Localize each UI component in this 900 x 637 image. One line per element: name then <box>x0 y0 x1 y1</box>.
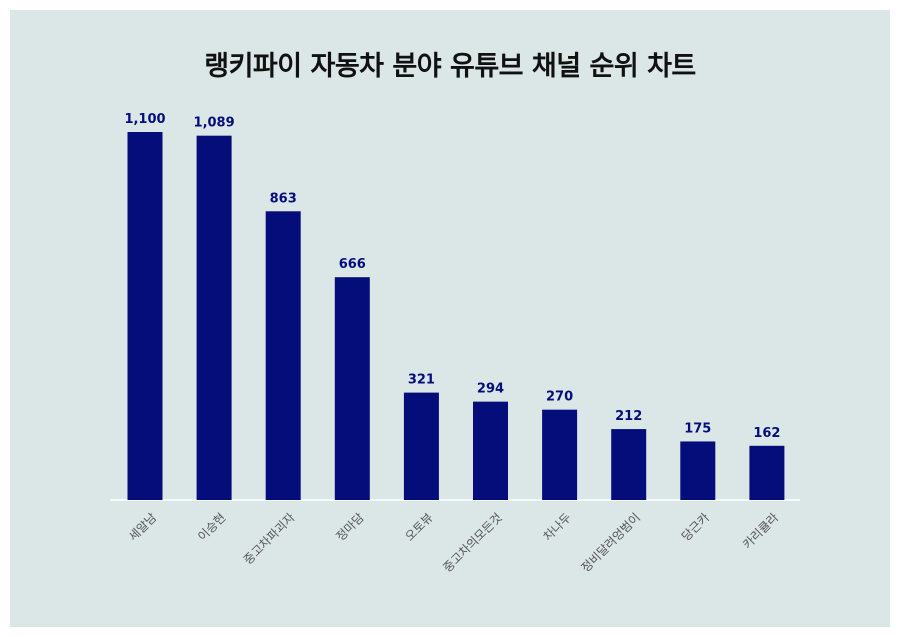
value-label-6: 294 <box>477 382 504 397</box>
value-label-10: 162 <box>753 426 780 441</box>
value-label-9: 175 <box>684 421 711 436</box>
bar-9 <box>680 441 716 500</box>
value-label-8: 212 <box>615 409 642 424</box>
bar-5 <box>403 392 439 500</box>
bar-4 <box>334 277 370 500</box>
value-label-1: 1,100 <box>124 112 165 127</box>
x-tick-label-3: 중고차파괴자 <box>241 510 298 567</box>
x-tick-label-7: 차나두 <box>541 510 574 543</box>
bar-7 <box>542 409 578 500</box>
x-tick-label-4: 정마담 <box>333 510 366 543</box>
value-label-7: 270 <box>546 390 573 405</box>
value-label-4: 666 <box>339 257 366 272</box>
value-label-3: 863 <box>270 191 297 206</box>
value-label-5: 321 <box>408 373 435 388</box>
bar-10 <box>749 445 785 500</box>
x-tick-label-9: 당근카 <box>679 510 712 543</box>
x-tick-label-10: 카리큘라 <box>740 510 781 551</box>
chart-title: 랭키파이 자동차 분야 유튜브 채널 순위 차트 <box>204 51 696 82</box>
x-tick-label-5: 오토뷰 <box>402 510 435 543</box>
bar-2 <box>196 135 232 500</box>
bar-1 <box>127 132 163 500</box>
x-tick-label-6: 중고차의모든것 <box>440 510 505 575</box>
bar-6 <box>473 401 508 500</box>
value-label-2: 1,089 <box>194 116 235 131</box>
x-tick-label-2: 이승현 <box>195 510 228 543</box>
bar-3 <box>265 211 301 500</box>
x-tick-label-1: 세알남 <box>126 510 159 543</box>
bar-8 <box>611 429 647 500</box>
x-tick-label-8: 정비달려엉범이 <box>578 510 643 575</box>
